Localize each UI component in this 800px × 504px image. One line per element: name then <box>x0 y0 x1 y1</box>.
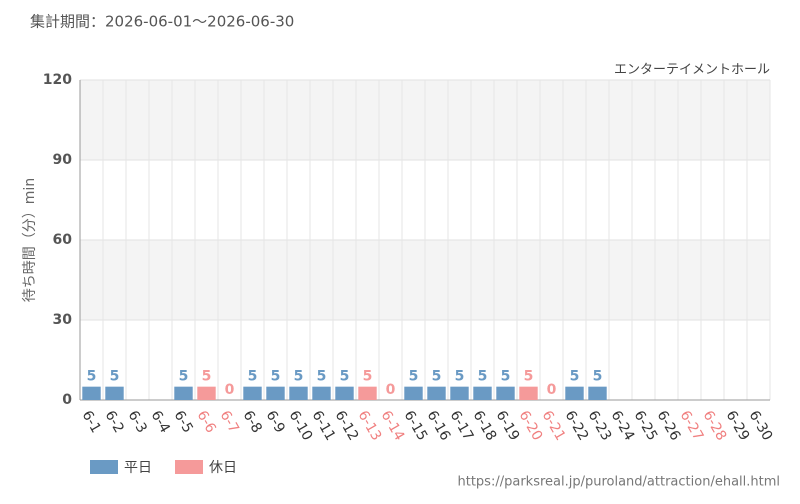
value-label: 0 <box>547 382 557 398</box>
bar <box>82 386 101 400</box>
value-label: 5 <box>363 369 373 385</box>
value-label: 5 <box>179 369 189 385</box>
value-label: 5 <box>271 369 281 385</box>
value-label: 5 <box>110 369 120 385</box>
x-tick-label: 6-20 <box>516 408 546 444</box>
bar <box>358 386 377 400</box>
value-label: 5 <box>593 369 603 385</box>
y-tick-label: 0 <box>62 392 72 408</box>
x-tick-label: 6-17 <box>447 408 477 444</box>
value-label: 5 <box>570 369 580 385</box>
value-label: 5 <box>202 369 212 385</box>
x-tick-label: 6-19 <box>493 408 523 444</box>
bar <box>335 386 354 400</box>
bar <box>174 386 193 400</box>
x-tick-label: 6-24 <box>608 408 638 444</box>
y-tick-label: 30 <box>53 312 73 328</box>
value-label: 5 <box>87 369 97 385</box>
bar <box>473 386 492 400</box>
x-tick-label: 6-25 <box>631 408 661 444</box>
x-tick-label: 6-18 <box>470 408 500 444</box>
x-tick-label: 6-6 <box>194 408 219 436</box>
x-tick-label: 6-26 <box>654 408 684 444</box>
value-label: 5 <box>455 369 465 385</box>
y-tick-label: 60 <box>53 232 73 248</box>
x-tick-label: 6-16 <box>424 408 454 444</box>
bar <box>289 386 308 400</box>
x-tick-label: 6-3 <box>125 408 150 436</box>
value-label: 5 <box>317 369 327 385</box>
x-tick-label: 6-30 <box>746 408 776 444</box>
x-tick-label: 6-22 <box>562 408 592 444</box>
y-tick-label: 120 <box>43 72 72 88</box>
source-url: https://parksreal.jp/puroland/attraction… <box>458 475 781 490</box>
value-label: 5 <box>478 369 488 385</box>
value-label: 5 <box>501 369 511 385</box>
x-tick-label: 6-7 <box>217 408 242 436</box>
value-label: 5 <box>294 369 304 385</box>
value-label: 0 <box>225 382 235 398</box>
x-tick-label: 6-21 <box>539 408 569 444</box>
x-tick-label: 6-9 <box>263 408 288 436</box>
x-tick-label: 6-10 <box>286 408 316 444</box>
x-tick-label: 6-5 <box>171 408 196 436</box>
x-tick-label: 6-15 <box>401 408 431 444</box>
bar <box>243 386 262 400</box>
legend-swatch <box>175 460 203 474</box>
value-label: 5 <box>432 369 442 385</box>
subtitle: エンターテイメントホール <box>614 63 770 78</box>
x-tick-label: 6-14 <box>378 408 408 444</box>
legend-label: 休日 <box>209 460 237 476</box>
x-tick-label: 6-12 <box>332 408 362 444</box>
x-tick-label: 6-8 <box>240 408 265 436</box>
value-label: 5 <box>524 369 534 385</box>
bar <box>266 386 285 400</box>
value-label: 5 <box>248 369 258 385</box>
value-label: 5 <box>409 369 419 385</box>
value-label: 0 <box>386 382 396 398</box>
bar <box>404 386 423 400</box>
x-tick-label: 6-29 <box>723 408 753 444</box>
legend-label: 平日 <box>124 460 152 476</box>
period: 集計期間：2026-06-01～2026-06-30 <box>30 13 294 31</box>
y-axis-label: 待ち時間（分）min <box>22 178 38 302</box>
x-tick-label: 6-28 <box>700 408 730 444</box>
bar <box>519 386 538 400</box>
x-tick-label: 6-11 <box>309 408 339 444</box>
y-tick-label: 90 <box>53 152 73 168</box>
x-tick-label: 6-2 <box>102 408 127 436</box>
bar <box>197 386 216 400</box>
x-tick-label: 6-4 <box>148 408 173 436</box>
bar <box>450 386 469 400</box>
value-label: 5 <box>340 369 350 385</box>
legend-swatch <box>90 460 118 474</box>
x-tick-label: 6-1 <box>79 408 104 436</box>
x-tick-label: 6-13 <box>355 408 385 444</box>
bar <box>312 386 331 400</box>
x-tick-label: 6-23 <box>585 408 615 444</box>
bar <box>105 386 124 400</box>
bar <box>565 386 584 400</box>
bar <box>496 386 515 400</box>
bar <box>588 386 607 400</box>
x-tick-label: 6-27 <box>677 408 707 444</box>
bar <box>427 386 446 400</box>
